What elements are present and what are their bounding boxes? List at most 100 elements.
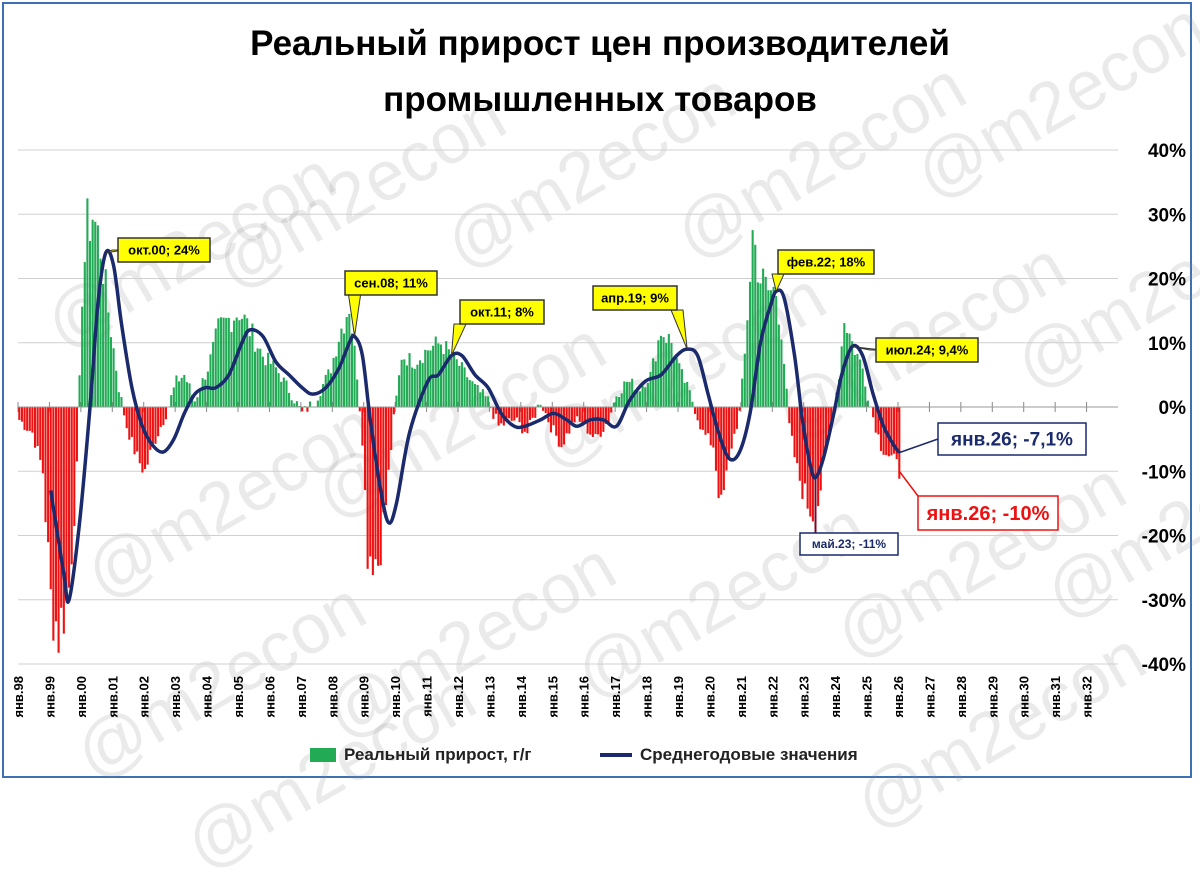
bar [681,369,683,407]
bar [152,407,154,443]
bar-series [18,198,900,652]
bar [18,407,20,420]
callout: апр.19; 9% [593,286,687,349]
callout-label: окт.11; 8% [470,305,534,320]
bar [86,198,88,407]
callout-label: фев.22; 18% [787,255,866,270]
bar [862,369,864,407]
bar [249,336,251,407]
bar [128,407,130,440]
bar [445,341,447,407]
bar [461,362,463,407]
y-tick-label: -10% [1142,462,1186,483]
bar [309,401,311,407]
bar [333,358,335,407]
x-tick-label: янв.23 [797,676,812,718]
bar [173,387,175,407]
x-tick-label: янв.19 [671,676,686,718]
bar [707,407,709,433]
bar [623,381,625,407]
bar [600,407,602,437]
bar [571,407,573,422]
bar [684,383,686,407]
bar [160,407,162,427]
bar [356,380,358,407]
x-tick-label: янв.24 [828,675,843,717]
x-tick-label: янв.00 [74,676,89,718]
x-tick-label: янв.01 [105,676,120,718]
bar [519,407,521,422]
bar [115,371,117,407]
bar [120,397,122,407]
bar [673,357,675,407]
bar [849,334,851,407]
legend-swatch-line [600,753,632,757]
bar [532,407,534,418]
callout: июл.24; 9,4% [852,338,978,362]
bar [854,355,856,407]
bar [291,400,293,407]
bar [786,389,788,407]
bar [812,407,814,521]
legend-label-line: Среднегодовые значения [640,745,858,765]
callout-label: янв.26; -7,1% [950,430,1073,451]
x-tick-label: янв.04 [200,675,215,717]
bar [553,407,555,425]
bar [691,402,693,407]
bar [406,365,408,407]
callout: фев.22; 18% [772,250,874,291]
bar [511,407,513,421]
bar [37,407,39,446]
bar [492,407,494,419]
bar [791,407,793,436]
bar [699,407,701,429]
bar [529,407,531,420]
bar [736,407,738,429]
bar [555,407,557,436]
bar [526,407,528,433]
bar [113,348,115,407]
bar [84,262,86,407]
bar [215,328,217,407]
bar [820,407,822,490]
bar [579,407,581,422]
bar [668,334,670,407]
bar [278,373,280,407]
bar [280,382,282,407]
bar [621,393,623,407]
bar [105,269,107,407]
bar [484,396,486,407]
callout-label: янв.26; -10% [926,503,1050,525]
bar [351,333,353,407]
y-tick-label: 10% [1148,334,1186,355]
bar [367,407,369,569]
bar [422,363,424,407]
bar [655,361,657,407]
legend-label-bars: Реальный прирост, г/г [344,745,532,765]
bar [131,407,133,437]
x-tick-label: янв.31 [1048,676,1063,718]
bar [521,407,523,433]
callout-label: май.23; -11% [812,537,886,551]
bar [725,407,727,470]
bar [39,407,41,460]
bar [739,407,741,411]
bar [665,343,667,407]
bar [471,381,473,407]
bar [270,364,272,407]
bar [118,392,120,407]
x-tick-label: янв.27 [922,676,937,718]
bar [262,357,264,407]
callout: окт.00; 24% [106,238,210,262]
bar [181,378,183,407]
bar [702,407,704,430]
bar [686,382,688,407]
bar [542,407,544,411]
bar [107,312,109,407]
bar [731,407,733,449]
bar [678,363,680,407]
x-tick-label: янв.28 [954,676,969,718]
bar [615,396,617,407]
x-tick-label: янв.30 [1017,676,1032,718]
